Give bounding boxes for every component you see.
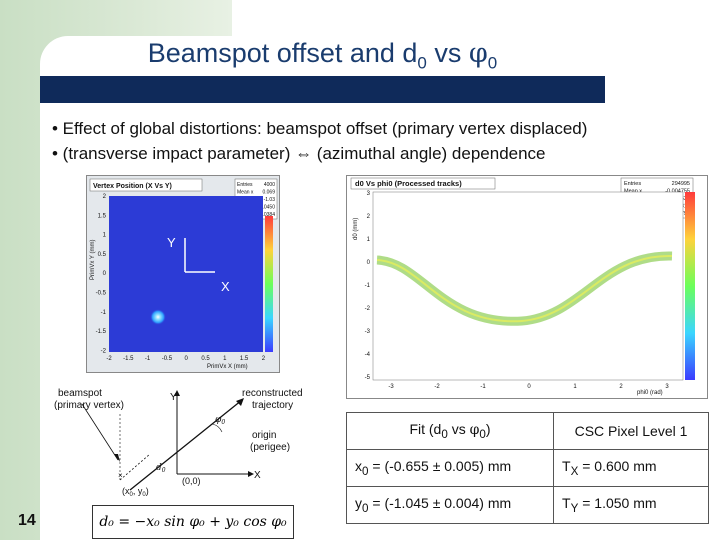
stat-value: 0.0384 — [260, 212, 276, 218]
y-tick-label: 1 — [367, 237, 371, 243]
stat-label: Mean x — [624, 189, 642, 195]
x-tick-label: -2 — [106, 356, 112, 362]
x-tick-label: 1 — [223, 356, 227, 362]
x-tick-label: 0 — [185, 356, 189, 362]
y-tick-label: -2 — [365, 306, 371, 312]
diagram-x-label: X — [254, 470, 261, 481]
x-tick-label: 2 — [262, 356, 266, 362]
perigee-label: (perigee) — [250, 442, 290, 453]
page-number: 14 — [18, 512, 36, 529]
x-tick-label: -2 — [434, 384, 440, 390]
stat-label: Entries — [237, 182, 253, 188]
vertex-plot-title: Vertex Position (X Vs Y) — [93, 183, 172, 190]
x-tick-label: -1.5 — [123, 356, 134, 362]
title-background — [40, 36, 605, 76]
trajectory-label: trajectory — [252, 400, 293, 411]
stat-value: -1.03 — [264, 197, 276, 203]
phi-symbol: φ — [468, 38, 488, 69]
y-axis-arrow-label: Y — [167, 235, 176, 250]
trajectory-line — [129, 399, 243, 491]
y-tick-label: 0 — [367, 260, 371, 266]
stat-value: 4000 — [264, 182, 275, 188]
impact-parameter-formula: d₀ = −x₀ sin φ₀ + y₀ cos φ₀ — [92, 505, 294, 539]
x-tick-label: -3 — [388, 384, 394, 390]
ty-cell: TY = 1.050 mm — [553, 486, 709, 524]
vertex-position-plot: Vertex Position (X Vs Y) Entries 4000 Mean… — [86, 175, 280, 373]
phi0-diagram-label: φ0 — [215, 415, 225, 426]
table-header-row: Fit (d0 vs φ0) CSC Pixel Level 1 — [346, 412, 709, 450]
perigee-geometry-diagram: beamspot (primary vertex) reconstructed … — [54, 388, 303, 498]
vertex-plot-xlabel: PrimVx X (mm) — [207, 364, 248, 370]
y-tick-label: 1 — [103, 233, 107, 239]
beamspot-coordinate-label: (x0, y0) — [122, 486, 149, 498]
beamspot-cluster — [150, 309, 166, 325]
d0-diagram-label: d0 — [156, 463, 166, 474]
x-tick-label: 0 — [527, 384, 531, 390]
y-tick-label: -1 — [101, 310, 107, 316]
csc-header-cell: CSC Pixel Level 1 — [553, 412, 709, 450]
x-tick-label: 2 — [619, 384, 623, 390]
x-tick-label: 1.5 — [240, 356, 249, 362]
x-tick-label: -0.5 — [162, 356, 173, 362]
slide-title: Beamspot offset and d0 vs φ0 — [147, 38, 498, 73]
reconstructed-label: reconstructed — [242, 388, 303, 399]
y-tick-label: 1.5 — [98, 213, 107, 219]
y-tick-label: 0.5 — [98, 252, 107, 258]
d0-plot-xlabel: phi0 (rad) — [637, 390, 663, 396]
d0-plot-ylabel: d0 (mm) — [353, 218, 359, 240]
table-row: x0 = (-0.655 ± 0.005) mm TX = 0.600 mm — [346, 449, 709, 487]
y-tick-label: 2 — [103, 194, 107, 200]
table-row: y0 = (-1.045 ± 0.004) mm TY = 1.050 mm — [346, 486, 709, 524]
fit-header-cell: Fit (d0 vs φ0) — [346, 412, 554, 450]
stat-value: 0.069 — [262, 190, 275, 196]
bullet-item-2: • (transverse impact parameter) ⇔ (azimu… — [52, 144, 546, 163]
tx-cell: TX = 0.600 mm — [553, 449, 709, 487]
x-tick-label: -1 — [480, 384, 486, 390]
stat-label: Entries — [624, 181, 641, 187]
x-tick-label: -1 — [145, 356, 151, 362]
y0-fit-cell: y0 = (-1.045 ± 0.004) mm — [346, 486, 554, 524]
bullet-list: • Effect of global distortions: beamspot… — [52, 116, 587, 166]
diagram-y-label: Y — [170, 392, 177, 403]
bullet-item-1: • Effect of global distortions: beamspot… — [52, 119, 588, 138]
stat-label: Mean x — [237, 190, 254, 196]
stat-value: -0.004755 — [665, 189, 690, 195]
y-tick-label: 3 — [367, 191, 371, 197]
origin-label: origin — [252, 430, 276, 441]
y-tick-label: -3 — [365, 329, 371, 335]
origin-coordinate-label: (0,0) — [182, 476, 201, 486]
title-underline-bar — [40, 76, 605, 103]
stat-value: 0.0450 — [260, 205, 276, 211]
x-tick-label: 0.5 — [201, 356, 210, 362]
y-tick-label: -1 — [365, 283, 371, 289]
d0-vs-phi0-plot: d0 Vs phi0 (Processed tracks) Entries 294… — [346, 175, 708, 399]
vertex-plot-ylabel: PrimVx Y (mm) — [90, 240, 96, 280]
x-axis-arrow-label: X — [221, 279, 230, 294]
beamspot-label: beamspot — [58, 388, 102, 399]
y-tick-label: -2 — [101, 348, 107, 354]
beamspot-marker: × — [118, 471, 123, 480]
fit-results-table: Fit (d0 vs φ0) CSC Pixel Level 1 x0 = (-… — [346, 412, 709, 524]
primary-vertex-label: (primary vertex) — [54, 400, 124, 411]
d0-plot-title: d0 Vs phi0 (Processed tracks) — [355, 179, 462, 188]
y-tick-label: -1.5 — [96, 329, 107, 335]
y-tick-label: 0 — [103, 271, 107, 277]
stat-value: 294995 — [672, 181, 690, 187]
y-tick-label: -4 — [365, 352, 371, 358]
y-tick-label: -0.5 — [96, 291, 107, 297]
y-tick-label: 2 — [367, 214, 371, 220]
x-tick-label: 3 — [665, 384, 669, 390]
x0-fit-cell: x0 = (-0.655 ± 0.005) mm — [346, 449, 554, 487]
y-tick-label: -5 — [365, 375, 371, 381]
x-tick-label: 1 — [573, 384, 577, 390]
